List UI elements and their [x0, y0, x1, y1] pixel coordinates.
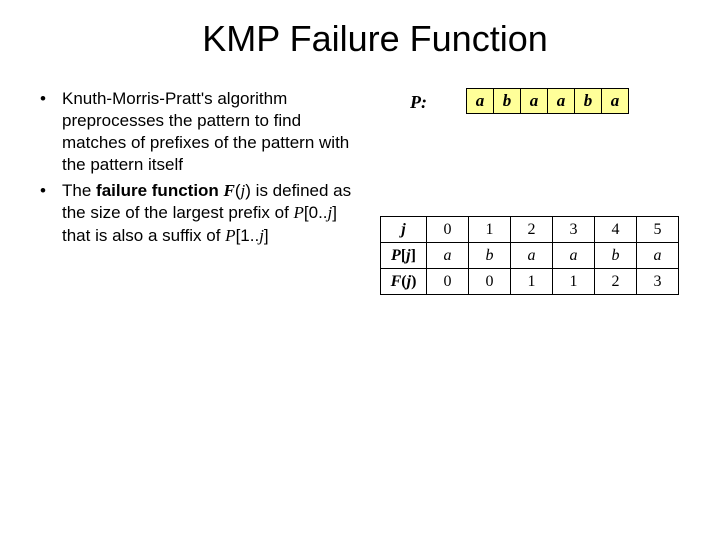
text-span: Knuth-Morris-Pratt's algorithm preproces… — [62, 89, 349, 174]
figure-column: P: abaaba j012345P[j]abaabaF(j)001123 — [380, 88, 680, 251]
table-cell: b — [469, 243, 511, 269]
table-cell: 5 — [637, 217, 679, 243]
table-cell: a — [637, 243, 679, 269]
pattern-cell: a — [547, 88, 575, 114]
pattern-boxes: abaaba — [466, 88, 629, 114]
bullets-column: • Knuth-Morris-Pratt's algorithm preproc… — [40, 88, 360, 251]
slide-title: KMP Failure Function — [70, 18, 680, 60]
text-span: ] — [264, 226, 269, 245]
table-cell: a — [511, 243, 553, 269]
text-span: The — [62, 181, 96, 200]
table-cell: a — [553, 243, 595, 269]
table-cell: a — [427, 243, 469, 269]
table-cell: 0 — [469, 269, 511, 295]
table-header: j — [381, 217, 427, 243]
table-cell: 2 — [511, 217, 553, 243]
pattern-cell: b — [574, 88, 602, 114]
table-cell: 1 — [553, 269, 595, 295]
table-cell: 3 — [637, 269, 679, 295]
bullet-marker: • — [40, 88, 62, 176]
table-header: F(j) — [381, 269, 427, 295]
text-span: F — [224, 181, 235, 200]
table-cell: b — [595, 243, 637, 269]
table-cell: 3 — [553, 217, 595, 243]
pattern-cell: a — [601, 88, 629, 114]
text-span: failure function — [96, 181, 224, 200]
text-span: [0.. — [304, 203, 328, 222]
table-header: P[j] — [381, 243, 427, 269]
failure-function-table: j012345P[j]abaabaF(j)001123 — [380, 216, 679, 295]
bullet-marker: • — [40, 180, 62, 246]
text-span: [1.. — [236, 226, 260, 245]
text-span: P — [225, 226, 235, 245]
text-span: P — [294, 203, 304, 222]
table-cell: 0 — [427, 269, 469, 295]
table-cell: 1 — [469, 217, 511, 243]
bullet-item: • Knuth-Morris-Pratt's algorithm preproc… — [40, 88, 360, 176]
bullet-item: • The failure function F(j) is defined a… — [40, 180, 360, 246]
slide: KMP Failure Function • Knuth-Morris-Prat… — [0, 0, 720, 540]
pattern-cell: a — [520, 88, 548, 114]
pattern-cell: b — [493, 88, 521, 114]
table-cell: 2 — [595, 269, 637, 295]
table-cell: 4 — [595, 217, 637, 243]
pattern-label: P: — [410, 92, 427, 113]
content-row: • Knuth-Morris-Pratt's algorithm preproc… — [40, 88, 680, 251]
bullet-text: The failure function F(j) is defined as … — [62, 180, 360, 246]
table-cell: 0 — [427, 217, 469, 243]
bullet-text: Knuth-Morris-Pratt's algorithm preproces… — [62, 88, 360, 176]
pattern-cell: a — [466, 88, 494, 114]
table-cell: 1 — [511, 269, 553, 295]
